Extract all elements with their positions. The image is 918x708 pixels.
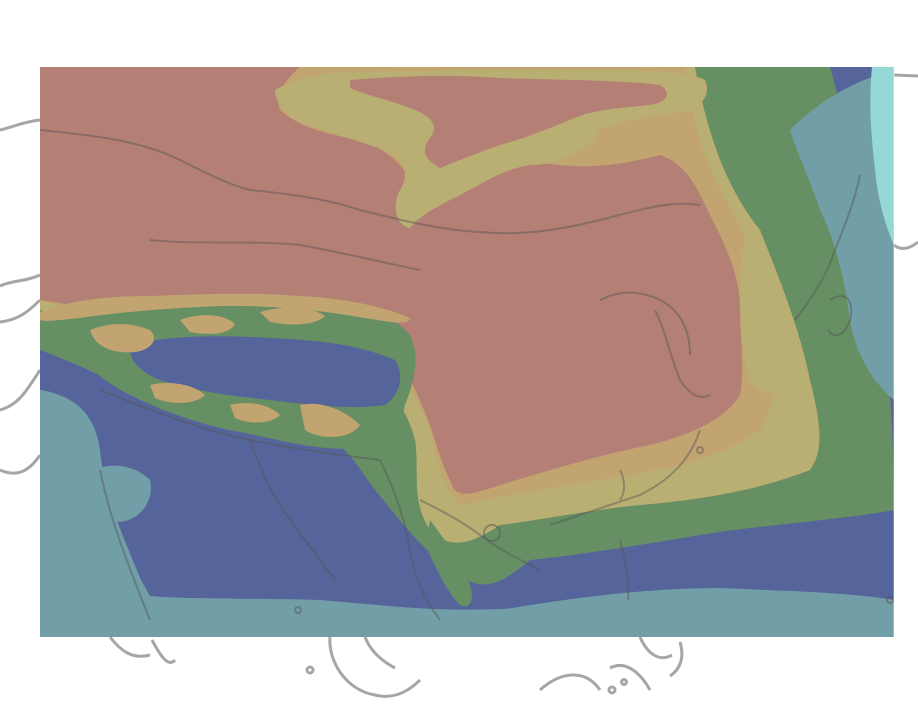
coastline-arabia xyxy=(0,369,42,475)
island-dot-3 xyxy=(620,678,628,686)
zone-tibet-blue xyxy=(129,336,401,408)
island-dot-2 xyxy=(607,685,617,695)
coastline-philippines xyxy=(638,636,684,678)
border-india-coast xyxy=(99,469,151,621)
zone-class-6 xyxy=(40,67,743,494)
border-japan-island xyxy=(827,295,853,337)
border-philippines xyxy=(619,539,630,601)
climate-raster-overlay xyxy=(40,67,894,637)
border-india-bangladesh xyxy=(249,439,336,581)
coastline-malay xyxy=(328,636,422,698)
zone-tibet-yellow-spots xyxy=(90,307,360,437)
island-small-2 xyxy=(886,596,894,604)
zone-vietnam-green xyxy=(425,520,472,607)
coastline-india-tip xyxy=(108,636,177,664)
border-china-central xyxy=(149,239,421,271)
island-dot xyxy=(305,665,315,675)
basemap-coastlines xyxy=(0,73,918,698)
border-korea-peninsula xyxy=(654,309,711,398)
zone-ocean-teal-south xyxy=(40,589,894,637)
zone-tibet-ridge xyxy=(40,293,410,323)
border-kazakh-russia xyxy=(40,129,361,211)
overlay-islands xyxy=(294,446,894,614)
island-hainan xyxy=(483,524,501,542)
border-india-north xyxy=(99,389,381,461)
coastline-west xyxy=(0,118,41,132)
island-small-1 xyxy=(294,606,302,614)
zone-mongolia-inner xyxy=(350,75,667,168)
border-taiwan xyxy=(619,469,626,501)
border-east-china-coast xyxy=(549,429,701,526)
border-myanmar xyxy=(379,459,441,621)
border-china-korea xyxy=(599,291,691,356)
border-mongolia-south xyxy=(359,202,701,235)
coastline-japan-east xyxy=(893,73,918,250)
island-small-3 xyxy=(696,446,704,454)
zone-ocean-teal xyxy=(40,390,145,637)
zone-india-teal-patch xyxy=(93,465,151,522)
zone-pacific-cyan xyxy=(870,67,894,245)
border-laos-vietnam xyxy=(419,499,541,571)
coastline-borneo xyxy=(538,664,652,692)
coastline-west-2 xyxy=(0,273,42,324)
zone-pacific-teal xyxy=(790,70,894,400)
border-japan xyxy=(794,174,861,321)
zone-korea-yellow xyxy=(740,240,790,394)
country-borders xyxy=(40,129,861,621)
